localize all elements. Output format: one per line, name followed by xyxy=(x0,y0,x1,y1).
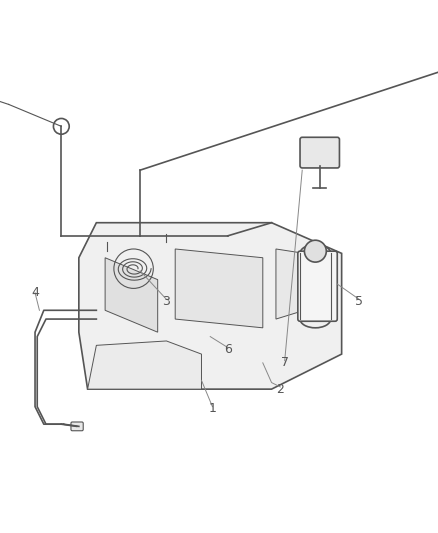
Circle shape xyxy=(304,240,326,262)
Text: 1: 1 xyxy=(208,402,216,415)
Polygon shape xyxy=(175,249,263,328)
Polygon shape xyxy=(88,341,201,389)
FancyBboxPatch shape xyxy=(300,138,339,168)
Polygon shape xyxy=(105,258,158,332)
Text: 3: 3 xyxy=(162,295,170,308)
Text: 2: 2 xyxy=(276,383,284,395)
Text: 6: 6 xyxy=(224,343,232,356)
Text: 5: 5 xyxy=(355,295,363,308)
Polygon shape xyxy=(276,249,333,319)
Text: 4: 4 xyxy=(31,286,39,300)
Polygon shape xyxy=(79,223,342,389)
FancyBboxPatch shape xyxy=(71,422,83,431)
FancyBboxPatch shape xyxy=(298,251,337,321)
Text: 7: 7 xyxy=(281,357,289,369)
